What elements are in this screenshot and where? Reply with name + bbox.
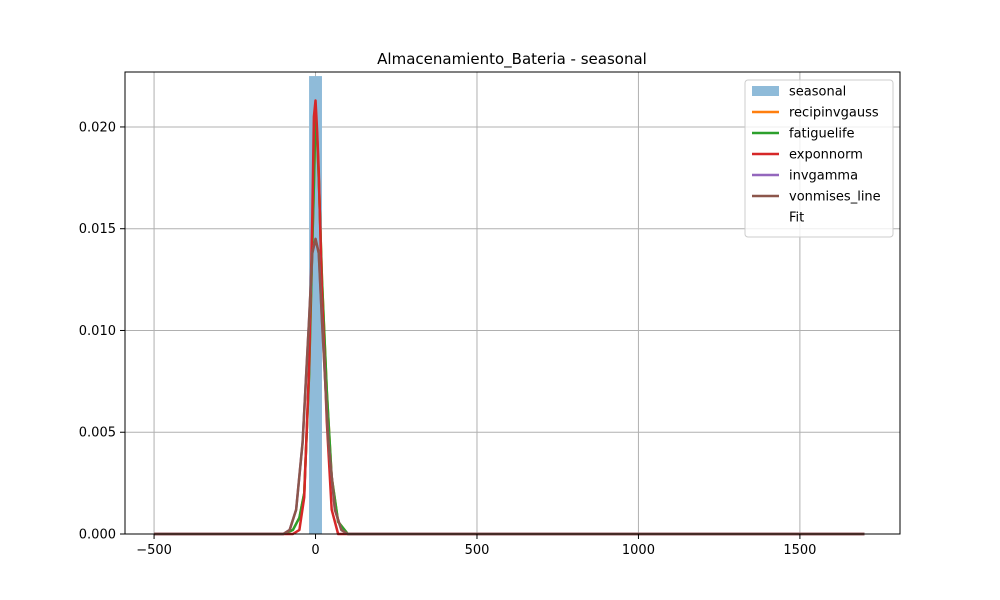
y-tick-label-4: 0.020 — [79, 120, 116, 135]
x-axis: −500 0 500 1000 1500 — [136, 534, 816, 558]
legend-label-2: fatiguelife — [789, 127, 855, 142]
legend-label-6: Fit — [789, 211, 804, 226]
x-tick-label-4: 1500 — [783, 543, 816, 558]
legend-label-5: vonmises_line — [789, 190, 881, 205]
chart-title: Almacenamiento_Bateria - seasonal — [377, 50, 647, 69]
legend-box — [744, 79, 894, 238]
legend-label-1: recipinvgauss — [789, 106, 879, 121]
plot-frame — [124, 71, 901, 535]
legend: seasonal recipinvgauss fatiguelife exponnor… — [744, 79, 894, 238]
y-tick-label-0: 0.000 — [79, 528, 116, 543]
x-tick-label-0: −500 — [136, 543, 172, 558]
y-tick-label-1: 0.005 — [79, 426, 116, 441]
legend-label-3: exponnorm — [789, 148, 863, 163]
y-tick-label-2: 0.010 — [79, 324, 116, 339]
legend-swatch-0 — [752, 86, 779, 96]
x-tick-label-2: 500 — [465, 543, 490, 558]
x-tick-label-1: 0 — [311, 543, 319, 558]
legend-label-4: invgamma — [789, 169, 858, 184]
series-line-exponnorm — [154, 99, 865, 536]
series-line-vonmises_line — [154, 237, 865, 536]
legend-label-0: seasonal — [789, 85, 846, 100]
y-tick-label-3: 0.015 — [79, 222, 116, 237]
x-tick-label-3: 1000 — [622, 543, 655, 558]
fit-lines — [154, 99, 865, 536]
y-axis: 0.000 0.005 0.010 0.015 0.020 — [79, 120, 125, 543]
